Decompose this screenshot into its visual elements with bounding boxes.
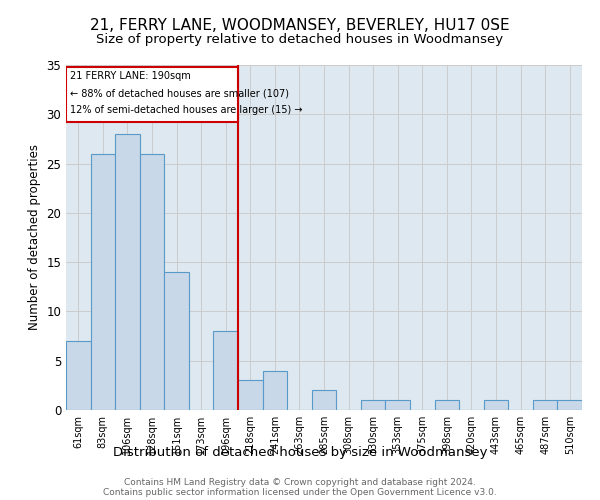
Bar [361,400,385,410]
Text: Contains HM Land Registry data © Crown copyright and database right 2024.
Contai: Contains HM Land Registry data © Crown c… [103,478,497,497]
Bar [238,380,263,410]
Text: 21, FERRY LANE, WOODMANSEY, BEVERLEY, HU17 0SE: 21, FERRY LANE, WOODMANSEY, BEVERLEY, HU… [90,18,510,32]
Y-axis label: Number of detached properties: Number of detached properties [28,144,41,330]
Text: Distribution of detached houses by size in Woodmansey: Distribution of detached houses by size … [113,446,487,459]
Bar [533,400,557,410]
Bar [66,341,91,410]
Bar [66,67,238,122]
Bar [312,390,336,410]
Bar [164,272,189,410]
Bar [91,154,115,410]
Text: 12% of semi-detached houses are larger (15) →: 12% of semi-detached houses are larger (… [70,106,302,116]
Bar [140,154,164,410]
Bar [385,400,410,410]
Bar [484,400,508,410]
Bar [214,331,238,410]
Text: 21 FERRY LANE: 190sqm: 21 FERRY LANE: 190sqm [70,71,190,81]
Bar [115,134,140,410]
Bar [557,400,582,410]
Bar [434,400,459,410]
Bar [263,370,287,410]
Text: Size of property relative to detached houses in Woodmansey: Size of property relative to detached ho… [97,32,503,46]
Text: ← 88% of detached houses are smaller (107): ← 88% of detached houses are smaller (10… [70,88,289,98]
